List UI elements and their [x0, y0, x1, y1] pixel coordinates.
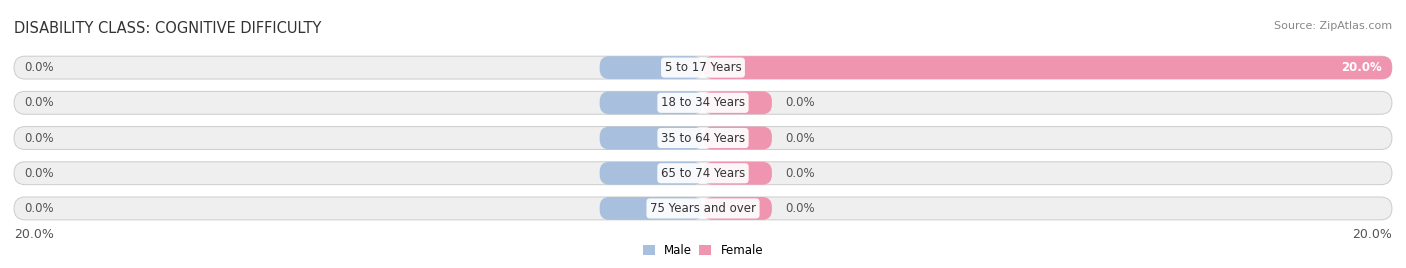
- Text: 5 to 17 Years: 5 to 17 Years: [665, 61, 741, 74]
- Text: 20.0%: 20.0%: [1353, 228, 1392, 241]
- Text: 0.0%: 0.0%: [24, 132, 53, 144]
- Text: 0.0%: 0.0%: [786, 202, 815, 215]
- Text: Source: ZipAtlas.com: Source: ZipAtlas.com: [1274, 21, 1392, 31]
- Text: 75 Years and over: 75 Years and over: [650, 202, 756, 215]
- Text: 0.0%: 0.0%: [24, 61, 53, 74]
- FancyBboxPatch shape: [599, 91, 703, 114]
- FancyBboxPatch shape: [599, 197, 703, 220]
- FancyBboxPatch shape: [14, 126, 1392, 150]
- Text: 0.0%: 0.0%: [24, 96, 53, 109]
- FancyBboxPatch shape: [14, 162, 1392, 185]
- Text: 20.0%: 20.0%: [1341, 61, 1382, 74]
- FancyBboxPatch shape: [703, 126, 772, 150]
- FancyBboxPatch shape: [14, 56, 1392, 79]
- FancyBboxPatch shape: [599, 56, 703, 79]
- FancyBboxPatch shape: [703, 56, 1392, 79]
- Text: 35 to 64 Years: 35 to 64 Years: [661, 132, 745, 144]
- Text: 0.0%: 0.0%: [24, 167, 53, 180]
- Text: 0.0%: 0.0%: [786, 132, 815, 144]
- Text: 18 to 34 Years: 18 to 34 Years: [661, 96, 745, 109]
- FancyBboxPatch shape: [14, 197, 1392, 220]
- FancyBboxPatch shape: [703, 91, 772, 114]
- Text: 0.0%: 0.0%: [786, 96, 815, 109]
- Legend: Male, Female: Male, Female: [638, 239, 768, 261]
- Text: 0.0%: 0.0%: [24, 202, 53, 215]
- Text: 0.0%: 0.0%: [786, 167, 815, 180]
- Text: 65 to 74 Years: 65 to 74 Years: [661, 167, 745, 180]
- FancyBboxPatch shape: [703, 197, 772, 220]
- FancyBboxPatch shape: [14, 91, 1392, 114]
- Text: 20.0%: 20.0%: [14, 228, 53, 241]
- Text: DISABILITY CLASS: COGNITIVE DIFFICULTY: DISABILITY CLASS: COGNITIVE DIFFICULTY: [14, 21, 322, 36]
- FancyBboxPatch shape: [599, 126, 703, 150]
- FancyBboxPatch shape: [599, 162, 703, 185]
- FancyBboxPatch shape: [703, 162, 772, 185]
